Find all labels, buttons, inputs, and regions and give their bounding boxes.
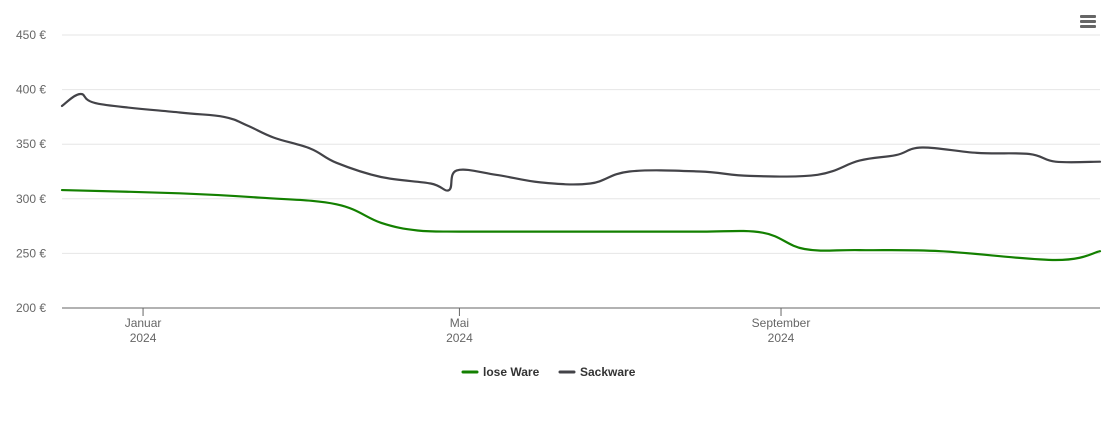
legend-item[interactable]: Sackware	[558, 365, 636, 379]
legend-label: Sackware	[580, 365, 636, 379]
legend-item[interactable]: lose Ware	[461, 365, 540, 379]
gridlines	[62, 34, 1100, 254]
y-tick-label: 200 €	[16, 301, 46, 315]
series-lines	[60, 92, 1102, 262]
x-tick-label-year: 2024	[446, 331, 473, 345]
x-tick-label-year: 2024	[768, 331, 795, 345]
y-tick-label: 300 €	[16, 192, 46, 206]
x-tick-label-month: September	[752, 316, 811, 330]
series-line-sackware	[60, 92, 1102, 192]
x-tick-label-month: Januar	[125, 316, 162, 330]
x-tick-label-month: Mai	[450, 316, 469, 330]
y-axis: 200 € 250 € 300 € 350 € 400 € 450 €	[16, 28, 46, 315]
legend[interactable]: lose Ware Sackware	[461, 365, 636, 379]
y-tick-label: 400 €	[16, 83, 46, 97]
y-tick-label: 250 €	[16, 246, 46, 260]
series-line-lose-ware	[60, 188, 1102, 262]
menu-icon[interactable]	[1076, 10, 1100, 34]
x-tick-label-year: 2024	[130, 331, 157, 345]
y-tick-label: 350 €	[16, 137, 46, 151]
legend-label: lose Ware	[483, 365, 540, 379]
y-tick-label: 450 €	[16, 28, 46, 42]
